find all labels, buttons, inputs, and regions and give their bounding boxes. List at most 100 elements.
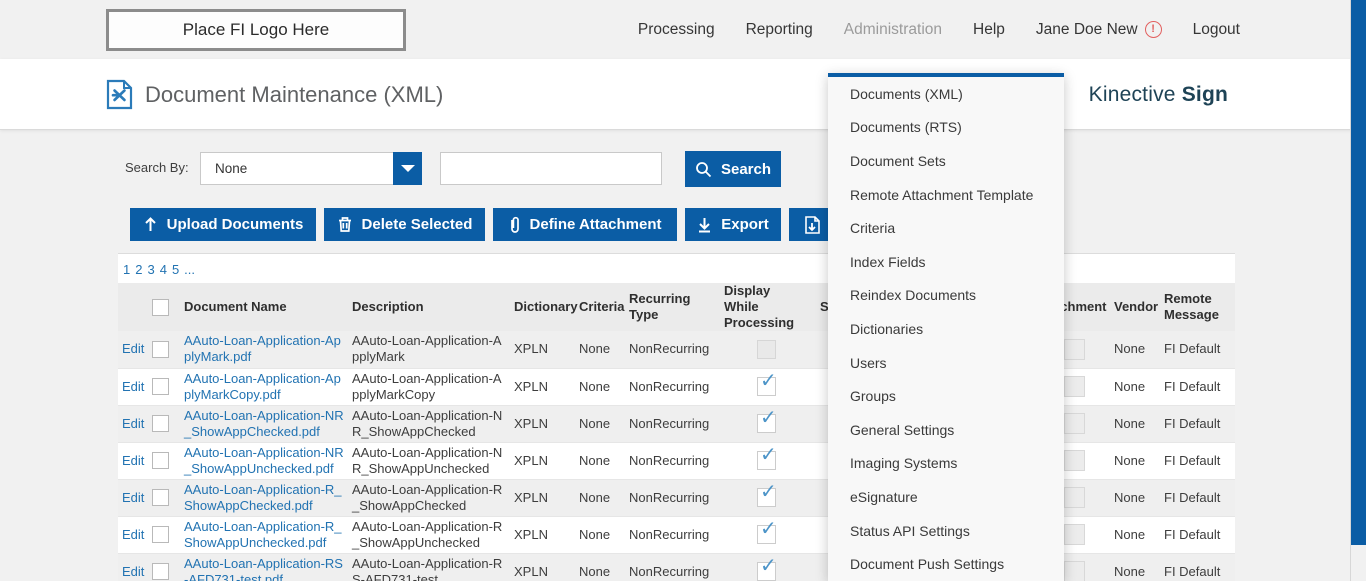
- nav-item-label: Reporting: [745, 20, 813, 38]
- criteria-cell: None: [575, 405, 625, 443]
- search-by-selected-value: None: [215, 161, 248, 176]
- page-link[interactable]: 4: [159, 262, 167, 277]
- description-cell: AAuto-Loan-Application-NR_ShowAppChecked: [348, 405, 510, 443]
- display-while-processing-checkbox: [757, 410, 777, 433]
- chevron-down-icon[interactable]: [393, 152, 422, 185]
- row-checkbox[interactable]: [152, 378, 169, 396]
- table-toolbar: Upload Documents Delete Selected Define …: [130, 208, 835, 241]
- description-cell: AAuto-Loan-Application-NR_ShowAppUncheck…: [348, 442, 510, 480]
- nav-item[interactable]: Help: [973, 21, 1005, 39]
- table-row: Edit AAuto-Loan-Application-NR_ShowAppCh…: [118, 405, 1235, 443]
- edit-link[interactable]: Edit: [122, 526, 145, 542]
- document-name-link[interactable]: AAuto-Loan-Application-ApplyMarkCopy.pdf: [184, 370, 341, 402]
- table-row: Edit AAuto-Loan-Application-R_ShowAppChe…: [118, 479, 1235, 517]
- menu-item[interactable]: Criteria: [850, 220, 896, 237]
- row-checkbox[interactable]: [152, 452, 169, 470]
- nav-item[interactable]: Administration: [844, 21, 942, 39]
- vendor-cell: None: [1110, 331, 1160, 369]
- nav-item[interactable]: Processing: [638, 21, 715, 39]
- page-link[interactable]: 2: [135, 262, 143, 277]
- page-link[interactable]: ...: [184, 262, 196, 277]
- edit-link[interactable]: Edit: [122, 489, 145, 505]
- search-input[interactable]: [440, 152, 662, 185]
- page-link[interactable]: 1: [123, 262, 131, 277]
- document-xml-icon: [106, 79, 133, 110]
- page-title-bar: Document Maintenance (XML) Kinective Sig…: [0, 59, 1366, 130]
- document-name-link[interactable]: AAuto-Loan-Application-R_ShowAppChecked.…: [184, 481, 342, 513]
- kinective-sign-brand: Kinective Sign: [1089, 59, 1228, 130]
- edit-link[interactable]: Edit: [122, 452, 145, 468]
- delete-selected-button[interactable]: Delete Selected: [324, 208, 485, 241]
- menu-item[interactable]: Document Sets: [850, 152, 946, 169]
- vendor-cell: None: [1110, 368, 1160, 406]
- menu-item[interactable]: Imaging Systems: [850, 455, 958, 472]
- brand-bold: Sign: [1181, 82, 1228, 106]
- menu-item[interactable]: Reindex Documents: [850, 287, 977, 304]
- documents-table: Document Name Description Dictionary Cri…: [118, 283, 1235, 581]
- select-all-checkbox[interactable]: [152, 298, 169, 316]
- document-name-link[interactable]: AAuto-Loan-Application-NR_ShowAppUncheck…: [184, 444, 344, 476]
- page-link[interactable]: 5: [171, 262, 180, 277]
- recurring-type-cell: NonRecurring: [625, 331, 720, 369]
- attachment-checkbox: [1064, 376, 1085, 397]
- export-button[interactable]: Export: [685, 208, 781, 241]
- criteria-cell: None: [575, 368, 625, 406]
- edit-column-header: [118, 283, 148, 331]
- row-checkbox[interactable]: [152, 415, 169, 433]
- administration-dropdown-menu: Documents (XML) Documents (RTS) Document…: [828, 73, 1064, 581]
- edit-link[interactable]: Edit: [122, 415, 145, 431]
- nav-item-label: Help: [973, 20, 1005, 38]
- document-name-link[interactable]: AAuto-Loan-Application-ApplyMark.pdf: [184, 333, 341, 365]
- define-attachment-button[interactable]: Define Attachment: [493, 208, 677, 241]
- attachment-checkbox: [1064, 450, 1085, 471]
- menu-item[interactable]: Dictionaries: [850, 320, 924, 337]
- description-cell: AAuto-Loan-Application-R_ShowAppChecked: [348, 479, 510, 517]
- document-name-link[interactable]: AAuto-Loan-Application-R_ShowAppUnchecke…: [184, 518, 342, 550]
- display-while-processing-checkbox: [757, 373, 777, 396]
- menu-item[interactable]: Document Push Settings: [850, 556, 1005, 573]
- display-while-processing-checkbox: [757, 521, 777, 544]
- nav-item[interactable]: Jane Doe New: [1036, 21, 1162, 39]
- vendor-cell: None: [1110, 442, 1160, 480]
- menu-item[interactable]: Documents (XML): [850, 85, 963, 102]
- menu-item[interactable]: Groups: [850, 388, 896, 405]
- vertical-scrollbar[interactable]: [1350, 0, 1366, 581]
- document-name-link[interactable]: AAuto-Loan-Application-NR_ShowAppChecked…: [184, 407, 344, 439]
- menu-item[interactable]: Documents (RTS): [850, 119, 962, 136]
- scrollbar-thumb[interactable]: [1351, 0, 1366, 545]
- row-checkbox[interactable]: [152, 340, 169, 358]
- row-checkbox[interactable]: [152, 526, 169, 544]
- row-checkbox[interactable]: [152, 489, 169, 507]
- dictionary-cell: XPLN: [510, 405, 575, 443]
- nav-item[interactable]: Reporting: [746, 21, 813, 39]
- column-header-recurring: Recurring Type: [625, 283, 720, 331]
- menu-item[interactable]: Status API Settings: [850, 522, 970, 539]
- search-by-select[interactable]: None: [200, 152, 422, 185]
- document-name-link[interactable]: AAuto-Loan-Application-RS-AFD731-test.pd…: [184, 555, 343, 581]
- menu-item[interactable]: Index Fields: [850, 253, 926, 270]
- search-button[interactable]: Search: [685, 151, 781, 187]
- attachment-checkbox: [1064, 524, 1085, 545]
- nav-item[interactable]: Logout: [1193, 21, 1240, 39]
- row-checkbox[interactable]: [152, 563, 169, 581]
- description-cell: AAuto-Loan-Application-ApplyMarkCopy: [348, 368, 510, 406]
- page-link[interactable]: 3: [147, 262, 155, 277]
- menu-accent-bar: [828, 73, 1064, 77]
- menu-item[interactable]: eSignature: [850, 488, 918, 505]
- upload-documents-button[interactable]: Upload Documents: [130, 208, 316, 241]
- menu-item[interactable]: General Settings: [850, 421, 955, 438]
- documents-panel: 1 2 3 4 5 ... Document Name: [118, 253, 1235, 581]
- edit-link[interactable]: Edit: [122, 341, 145, 357]
- edit-link[interactable]: Edit: [122, 378, 145, 394]
- column-header-name: Document Name: [180, 283, 348, 331]
- menu-item[interactable]: Users: [850, 354, 887, 371]
- menu-item[interactable]: Remote Attachment Template: [850, 186, 1034, 203]
- alert-icon: [1144, 21, 1162, 38]
- attachment-checkbox: [1064, 413, 1085, 434]
- edit-link[interactable]: Edit: [122, 563, 145, 579]
- description-cell: AAuto-Loan-Application-R_ShowAppUnchecke…: [348, 516, 510, 554]
- download-icon: [697, 216, 712, 233]
- import-documents-button[interactable]: [789, 208, 835, 241]
- fi-logo-placeholder: Place FI Logo Here: [106, 9, 406, 51]
- remote-message-cell: FI Default: [1160, 553, 1235, 581]
